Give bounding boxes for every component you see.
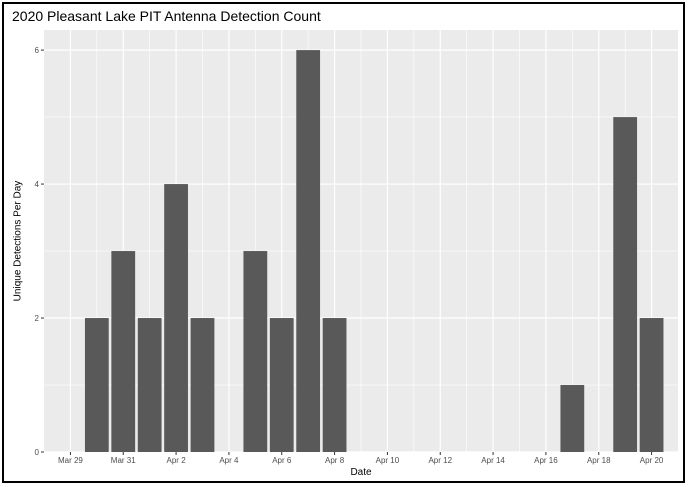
bar	[190, 318, 215, 452]
x-tick-label: Apr 4	[219, 456, 239, 465]
bar	[322, 318, 347, 452]
x-tick-label: Apr 12	[428, 456, 452, 465]
x-tick-label: Mar 29	[58, 456, 83, 465]
bar	[639, 318, 664, 452]
x-tick-label: Apr 8	[325, 456, 345, 465]
bar-chart: 2020 Pleasant Lake PIT Antenna Detection…	[12, 8, 678, 478]
x-tick-label: Apr 18	[587, 456, 611, 465]
x-tick-label: Apr 10	[376, 456, 400, 465]
y-axis-title: Unique Detections Per Day	[13, 181, 24, 302]
bar	[84, 318, 109, 452]
bar	[243, 251, 268, 452]
bar	[613, 117, 638, 452]
bar	[111, 251, 136, 452]
x-tick-label: Apr 20	[640, 456, 664, 465]
x-axis: Mar 29 Mar 31 Apr 2 Apr 4 Apr 6 Apr 8 Apr 10 Ap…	[58, 452, 664, 465]
y-tick-label: 2	[35, 314, 40, 323]
x-tick-label: Mar 31	[111, 456, 136, 465]
x-tick-label: Apr 6	[272, 456, 292, 465]
bars	[84, 50, 664, 453]
bar	[296, 50, 321, 452]
bar	[269, 318, 294, 452]
y-tick-label: 6	[35, 46, 40, 55]
x-tick-label: Apr 2	[167, 456, 187, 465]
x-axis-title: Date	[350, 467, 372, 478]
y-tick-label: 0	[35, 448, 40, 457]
bar	[164, 184, 188, 453]
bar	[137, 318, 162, 452]
x-tick-label: Apr 16	[534, 456, 558, 465]
y-tick-label: 4	[35, 180, 40, 189]
chart-frame: 2020 Pleasant Lake PIT Antenna Detection…	[2, 2, 685, 483]
chart-title: 2020 Pleasant Lake PIT Antenna Detection…	[12, 8, 321, 24]
x-tick-label: Apr 14	[481, 456, 505, 465]
bar	[560, 385, 585, 452]
y-axis: 0 2 4 6	[35, 46, 44, 457]
